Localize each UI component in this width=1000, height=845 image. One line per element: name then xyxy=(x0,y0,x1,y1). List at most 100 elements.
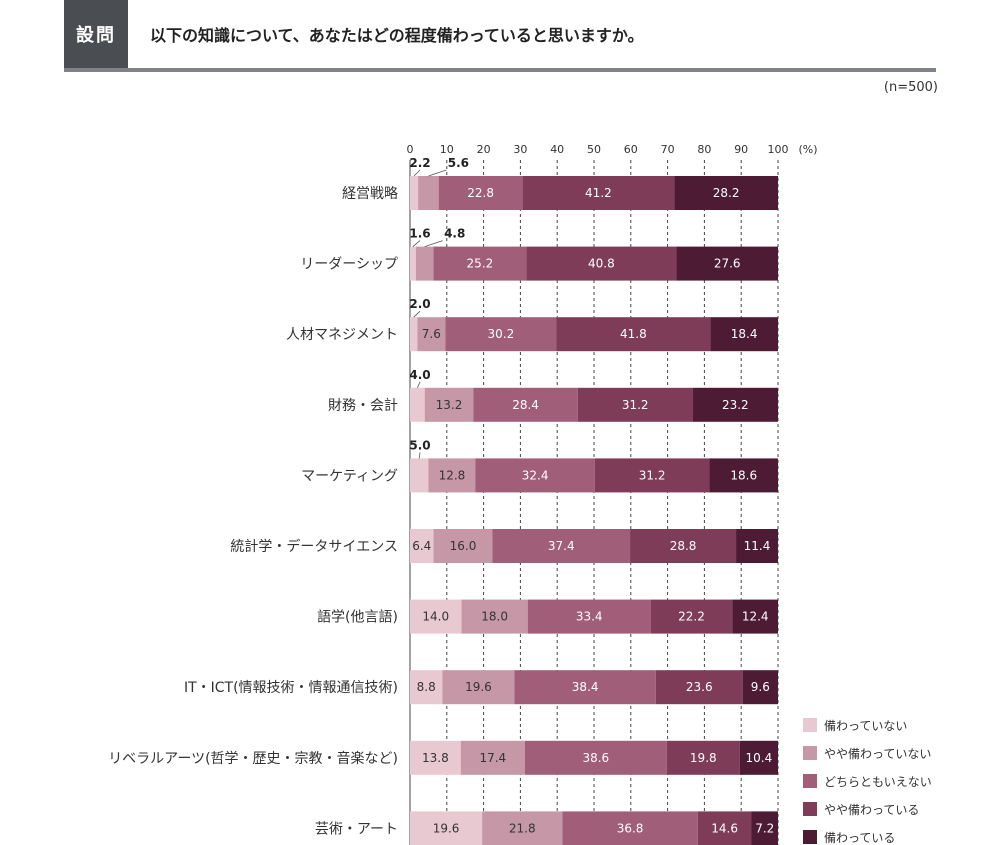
data-label: 13.8 xyxy=(422,751,449,765)
data-label: 2.0 xyxy=(409,297,430,311)
bar-segment xyxy=(461,599,528,634)
bar-segment xyxy=(433,246,527,281)
bar-segment xyxy=(562,811,698,845)
data-label: 7.6 xyxy=(422,327,441,341)
callout-line xyxy=(424,240,443,247)
bar-segment xyxy=(438,176,523,210)
legend-swatch xyxy=(803,830,817,844)
bar-segment xyxy=(666,740,740,775)
data-label: 18.4 xyxy=(731,327,758,341)
bar-segment xyxy=(475,458,595,493)
category-label: 語学(他言語) xyxy=(317,610,398,626)
legend-swatch xyxy=(803,718,817,732)
bar-segment xyxy=(630,529,737,563)
bar-segment xyxy=(697,811,752,845)
bar-segment xyxy=(417,317,446,352)
data-label: 12.4 xyxy=(742,610,769,624)
bar-segment xyxy=(527,599,651,634)
bar-segment xyxy=(739,740,778,775)
bar-segment xyxy=(514,670,656,705)
category-label: 芸術・アート xyxy=(315,821,398,837)
bar-segment xyxy=(433,529,493,563)
callout-line xyxy=(416,381,421,388)
bar-segment xyxy=(577,387,693,422)
bar-segment xyxy=(751,811,778,845)
callout-line xyxy=(412,240,421,247)
data-label: 37.4 xyxy=(548,539,575,553)
x-tick-label: 10 xyxy=(440,143,454,156)
x-tick-label: 70 xyxy=(661,143,675,156)
bars: 経営戦略 2.2 5.6 22.8 41.2 28.2 リーダーシップ 1.6 4.8 25.2 4… xyxy=(108,156,778,845)
category-label: 統計学・データサイエンス xyxy=(230,538,398,555)
legend-label: どちらともいえない xyxy=(824,775,932,789)
data-label: 41.8 xyxy=(620,327,647,341)
data-label: 40.8 xyxy=(588,257,615,271)
data-label: 27.6 xyxy=(714,257,741,271)
category-label: 経営戦略 xyxy=(342,186,398,202)
data-label: 30.2 xyxy=(488,327,515,341)
bar-segment xyxy=(410,317,418,352)
legend-label: やや備わっている xyxy=(824,802,919,817)
bar-segment xyxy=(410,458,429,493)
question-text: 以下の知識について、あなたはどの程度備わっていると思いますか。 xyxy=(150,26,644,45)
legend-swatch xyxy=(803,746,817,760)
bar-segment xyxy=(650,599,733,634)
data-label: 22.8 xyxy=(467,186,494,200)
bar-segment xyxy=(674,176,778,210)
category-label: 人材マネジメント xyxy=(286,327,398,343)
data-label: 5.6 xyxy=(448,156,469,170)
data-label: 5.0 xyxy=(409,438,430,452)
data-label: 38.6 xyxy=(582,751,609,765)
category-label: マーケティング xyxy=(301,468,398,484)
category-label: リベラルアーツ(哲学・歴史・宗教・音楽など) xyxy=(108,750,398,767)
bar-segment xyxy=(410,246,416,281)
data-label: 14.6 xyxy=(711,821,738,835)
data-label: 19.8 xyxy=(690,751,717,765)
bar-segment xyxy=(692,387,778,422)
legend-swatch xyxy=(803,802,817,816)
x-axis: 0 10 20 30 40 50 60 70 80 90 100 (%) xyxy=(407,143,818,156)
bar-segment xyxy=(655,670,743,705)
data-label: 28.2 xyxy=(713,186,740,200)
bar-segment xyxy=(410,740,461,775)
data-label: 4.0 xyxy=(409,368,430,382)
data-label: 38.4 xyxy=(572,680,599,694)
x-unit-label: (%) xyxy=(798,143,817,156)
callout-line xyxy=(428,169,447,177)
question-header: 設問 以下の知識について、あなたはどの程度備わっていると思いますか。 xyxy=(64,0,936,72)
category-label: IT・ICT(情報技術・情報通信技術) xyxy=(184,680,398,696)
data-label: 23.6 xyxy=(686,680,713,694)
x-tick-label: 60 xyxy=(624,143,638,156)
bar-segment xyxy=(410,670,443,705)
bar-segment xyxy=(676,246,778,281)
bar-segment xyxy=(524,740,667,775)
x-tick-label: 80 xyxy=(697,143,711,156)
sample-size-label: (n=500) xyxy=(883,80,938,95)
legend-label: 備わっていない xyxy=(824,718,907,733)
callout-line xyxy=(413,169,421,177)
data-label: 6.4 xyxy=(412,539,431,553)
data-label: 7.2 xyxy=(755,821,774,835)
bar-segment xyxy=(736,529,778,563)
bar-segment xyxy=(410,529,434,563)
bar-segment xyxy=(424,387,474,422)
data-label: 36.8 xyxy=(617,821,644,835)
bar-segment xyxy=(732,599,778,634)
data-label: 2.2 xyxy=(409,156,430,170)
data-label: 1.6 xyxy=(409,227,430,241)
x-tick-label: 90 xyxy=(734,143,748,156)
data-label: 31.2 xyxy=(639,468,666,482)
bar-segment xyxy=(482,811,563,845)
legend-label: 備わっている xyxy=(824,830,895,845)
data-label: 28.4 xyxy=(512,398,539,412)
data-label: 12.8 xyxy=(439,468,466,482)
data-label: 17.4 xyxy=(479,751,506,765)
bar-segment xyxy=(410,387,425,422)
data-label: 31.2 xyxy=(622,398,649,412)
bar-segment xyxy=(522,176,675,210)
data-label: 33.4 xyxy=(576,610,603,624)
question-badge: 設問 xyxy=(64,0,128,68)
x-tick-label: 100 xyxy=(768,143,789,156)
data-label: 21.8 xyxy=(509,821,536,835)
